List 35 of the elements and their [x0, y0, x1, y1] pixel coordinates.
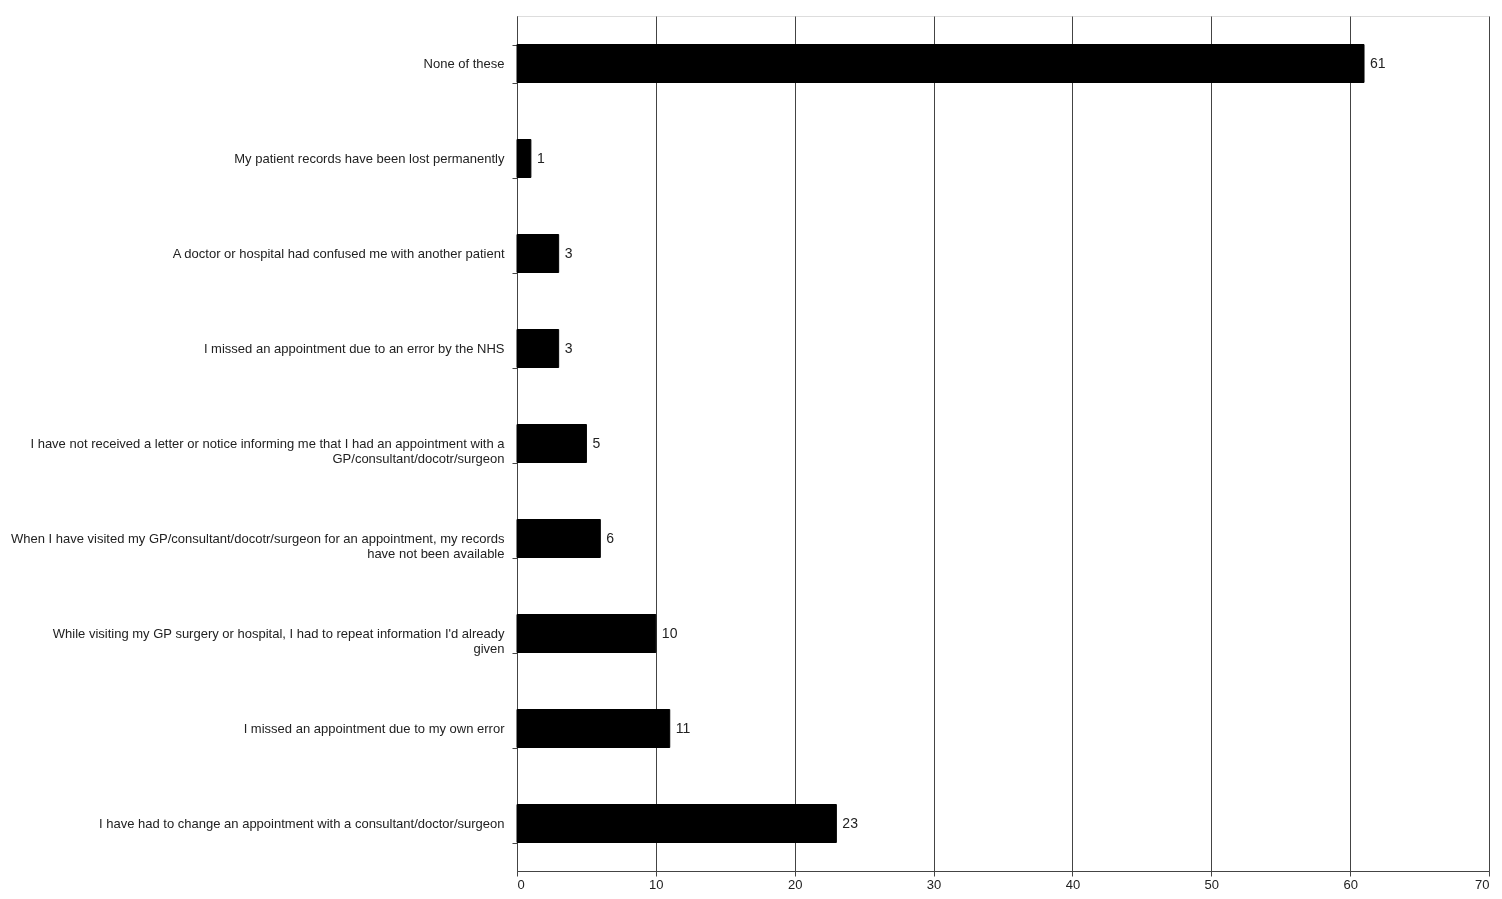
bar	[516, 234, 560, 273]
data-label: 3	[564, 244, 573, 261]
y-tick-label: I missed an appointment due to an error by the NHS	[203, 341, 505, 356]
bar	[516, 424, 587, 463]
bar	[516, 614, 657, 653]
x-tick-label: 60	[1343, 876, 1358, 892]
bar	[516, 519, 601, 558]
data-label: 61	[1370, 54, 1386, 71]
data-label: 5	[592, 434, 601, 451]
bar	[516, 804, 837, 843]
x-tick-label: 40	[1065, 876, 1081, 892]
y-tick-label: None of these	[423, 56, 505, 71]
x-tick-label: 30	[926, 876, 942, 892]
y-tick-label: While visiting my GP surgery or hospital, I had to repeat information I'd already given	[52, 626, 505, 656]
data-label: 23	[842, 814, 859, 831]
bar	[516, 329, 560, 368]
x-tick-label: 50	[1204, 876, 1220, 892]
bar	[516, 44, 1365, 83]
x-tick-label: 20	[787, 876, 803, 892]
y-tick-label: I have had to change an appointment with a consultant/doctor/surgeon	[99, 816, 505, 831]
y-tick-label: A doctor or hospital had confused me with another patient	[172, 246, 505, 261]
data-label: 6	[606, 529, 615, 546]
y-tick-label: I missed an appointment due to my own error	[243, 721, 506, 736]
data-label: 3	[564, 339, 573, 356]
y-tick-label: My patient records have been lost permanently	[234, 151, 505, 166]
data-label: 10	[661, 624, 678, 641]
x-tick-label: 70	[1475, 876, 1490, 892]
x-tick-label: 10	[649, 876, 664, 892]
data-label: 1	[536, 149, 545, 166]
x-tick-label: 0	[517, 876, 525, 892]
y-tick-label: I have not received a letter or notice informing me that I had an appointment with a GP/consultant/docotr/surgeon	[30, 436, 506, 466]
data-label: 11	[675, 719, 691, 736]
bar	[516, 139, 532, 178]
y-tick-label: When I have visited my GP/consultant/docotr/surgeon for an appointment, my records have not been available	[10, 531, 505, 561]
bar	[516, 709, 671, 748]
